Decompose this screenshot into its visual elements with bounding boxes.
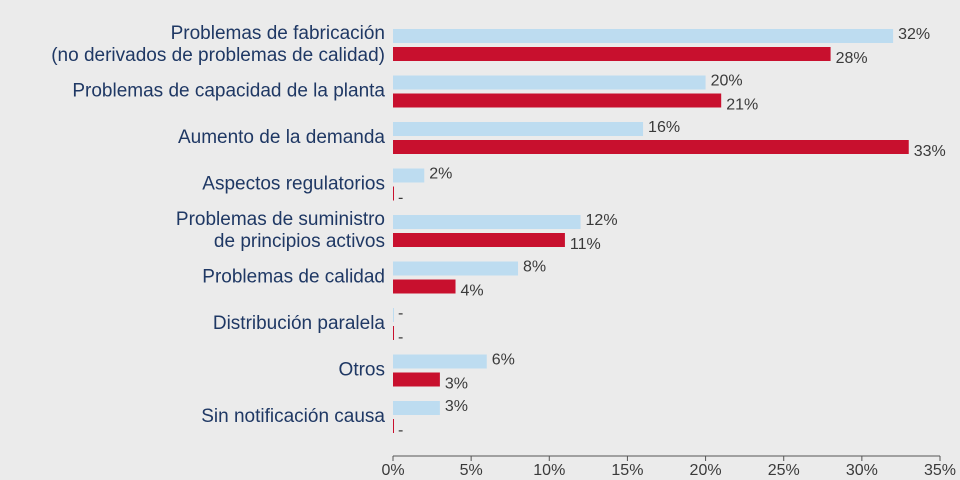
value-label: 6% bbox=[492, 352, 515, 369]
value-label: - bbox=[398, 190, 403, 207]
value-label: 33% bbox=[914, 143, 946, 160]
value-label: 21% bbox=[726, 97, 758, 114]
category-label: Sin notificación causa bbox=[201, 406, 385, 427]
value-label: 2% bbox=[429, 166, 452, 183]
value-label: 4% bbox=[461, 283, 484, 300]
value-label: 3% bbox=[445, 376, 468, 393]
bar bbox=[393, 372, 440, 387]
x-tick-label: 0% bbox=[381, 462, 404, 479]
x-tick-label: 15% bbox=[611, 462, 643, 479]
category-label: Problemas de capacidad de la planta bbox=[72, 81, 385, 102]
bar bbox=[393, 261, 519, 276]
x-tick-label: 10% bbox=[533, 462, 565, 479]
x-tick-label: 25% bbox=[768, 462, 800, 479]
value-label: - bbox=[398, 329, 403, 346]
category-label: Problemas de suministro bbox=[176, 209, 385, 230]
value-label: 8% bbox=[523, 259, 546, 276]
bar bbox=[393, 29, 894, 43]
value-label: 16% bbox=[648, 119, 680, 136]
value-label: - bbox=[398, 422, 403, 439]
bar bbox=[393, 186, 394, 201]
category-label: (no derivados de problemas de calidad) bbox=[51, 45, 385, 66]
category-label: Aspectos regulatorios bbox=[202, 174, 385, 195]
bar bbox=[393, 354, 487, 369]
bar bbox=[393, 93, 722, 108]
value-label: 3% bbox=[445, 398, 468, 415]
bar bbox=[393, 401, 440, 415]
category-label: Aumento de la demanda bbox=[178, 127, 385, 148]
bar bbox=[393, 215, 581, 229]
category-label: Distribución paralela bbox=[213, 313, 386, 334]
bar bbox=[393, 308, 394, 322]
bar bbox=[393, 419, 394, 433]
bar bbox=[393, 326, 394, 340]
bar bbox=[393, 279, 456, 294]
value-label: 12% bbox=[586, 212, 618, 229]
value-label: 20% bbox=[711, 73, 743, 90]
value-label: 32% bbox=[898, 26, 930, 43]
value-label: 11% bbox=[570, 236, 601, 253]
category-label: Problemas de calidad bbox=[202, 267, 385, 288]
bar bbox=[393, 168, 425, 183]
category-label: Otros bbox=[339, 360, 385, 381]
bar bbox=[393, 122, 644, 136]
bar bbox=[393, 140, 909, 154]
x-tick-label: 30% bbox=[846, 462, 878, 479]
value-label: 28% bbox=[836, 50, 868, 67]
bar bbox=[393, 47, 831, 61]
value-label: - bbox=[398, 305, 403, 322]
category-label: de principios activos bbox=[214, 231, 385, 252]
x-tick-label: 20% bbox=[690, 462, 722, 479]
x-tick-label: 5% bbox=[460, 462, 483, 479]
bar bbox=[393, 75, 706, 90]
x-tick-label: 35% bbox=[924, 462, 956, 479]
bar bbox=[393, 233, 565, 247]
category-label: Problemas de fabricación bbox=[171, 23, 385, 44]
